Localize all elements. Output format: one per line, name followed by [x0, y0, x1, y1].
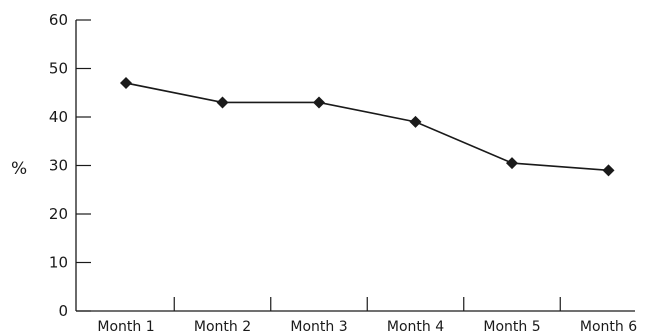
y-axis: 0 10 20 30 40 50 60 [49, 11, 91, 320]
y-tick-label: 10 [49, 254, 68, 272]
x-tick-label: Month 6 [580, 319, 637, 335]
x-tick-label: Month 3 [290, 319, 347, 335]
x-tick-label: Month 4 [387, 319, 444, 335]
y-tick-label: 30 [49, 157, 68, 175]
y-axis-title: % [11, 159, 27, 179]
data-point-marker [506, 157, 518, 170]
x-axis: Month 1 Month 2 Month 3 Month 4 Month 5 Month… [76, 297, 637, 335]
data-point-marker [602, 164, 615, 177]
y-tick-label: 0 [58, 302, 68, 320]
data-point-marker [313, 96, 325, 109]
x-tick-label: Month 5 [483, 319, 540, 335]
y-tick-label: 50 [49, 60, 68, 78]
x-tick-label: Month 1 [97, 319, 154, 335]
series-line [125, 82, 609, 172]
y-tick-label: 20 [49, 205, 68, 223]
y-tick-label: 40 [49, 108, 68, 126]
data-point-marker [120, 77, 132, 90]
series-line-group [120, 77, 615, 177]
y-tick-label: 60 [49, 11, 68, 29]
data-point-marker [409, 115, 422, 128]
data-point-marker [216, 96, 229, 109]
x-tick-label: Month 2 [194, 319, 251, 335]
